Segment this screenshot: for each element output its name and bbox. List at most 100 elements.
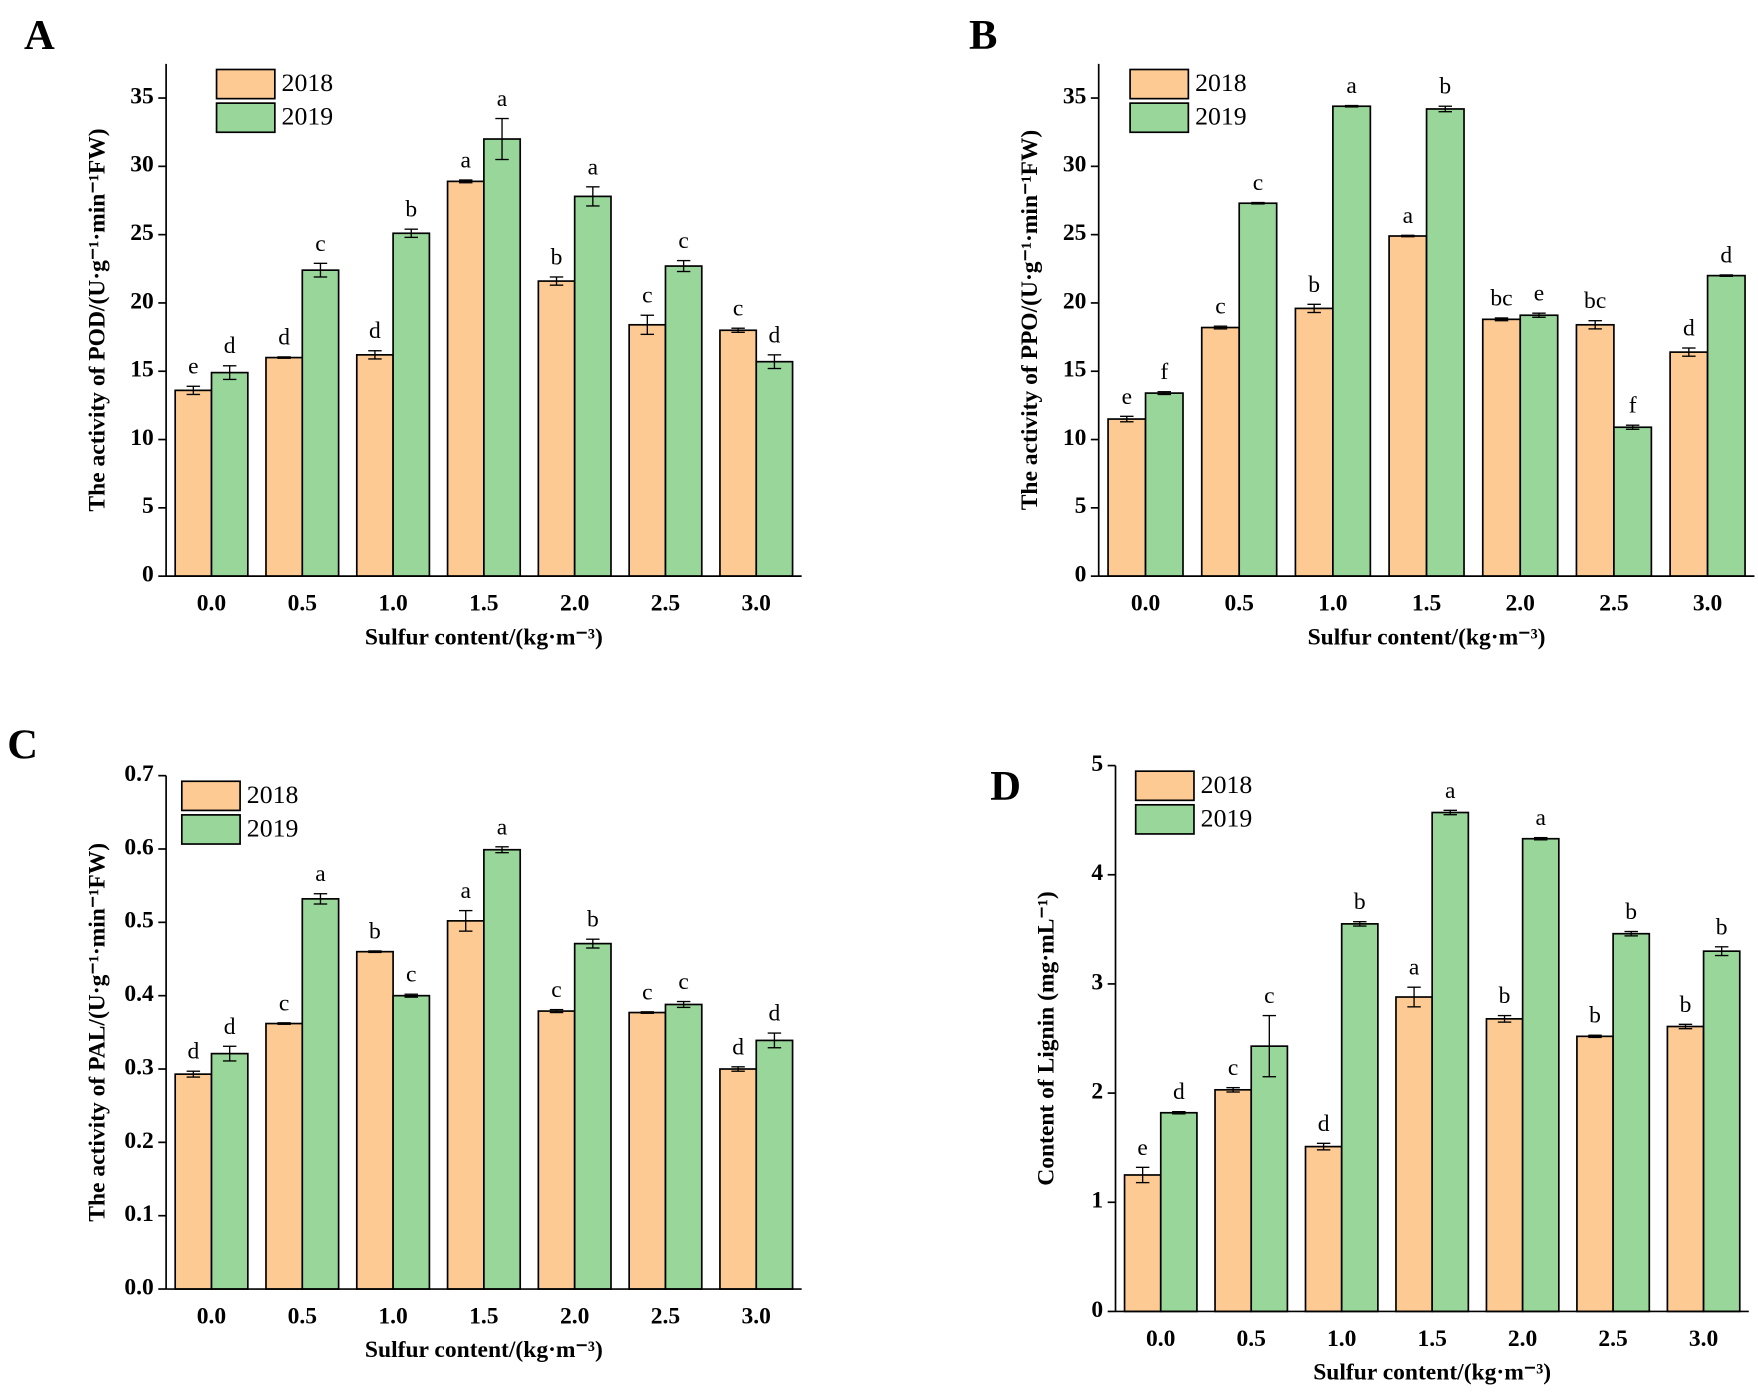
significance-letter: c: [551, 977, 561, 1003]
significance-letter: d: [769, 322, 781, 348]
y-tick-label: 0: [1075, 562, 1087, 588]
error-bar: [1714, 946, 1729, 957]
bar: [392, 232, 431, 577]
bar: [1425, 108, 1465, 577]
bar: [1669, 351, 1709, 577]
error-bar: [313, 893, 328, 905]
bar: [628, 323, 667, 577]
significance-letter: d: [1683, 315, 1695, 341]
significance-letter: c: [279, 990, 289, 1016]
significance-letter: d: [278, 324, 290, 350]
y-tick-label: 10: [130, 425, 154, 451]
bar: [1612, 932, 1651, 1313]
significance-letter: a: [497, 86, 508, 112]
error-bar: [186, 385, 201, 396]
bar: [755, 360, 794, 577]
legend-swatch: [215, 102, 276, 134]
significance-letter: e: [1137, 1135, 1147, 1161]
bar: [1294, 307, 1334, 577]
y-tick-label: 20: [130, 288, 154, 314]
error-bar: [368, 350, 382, 360]
x-tick-label: 2.5: [651, 591, 680, 617]
bar: [1702, 950, 1741, 1313]
significance-letter: b: [369, 918, 381, 944]
x-tick-label: 2.0: [560, 591, 589, 617]
x-tick-label: 1.0: [378, 591, 407, 617]
error-bar: [1532, 312, 1546, 318]
x-axis-label: Sulfur content/(kg·m⁻³): [1313, 1360, 1551, 1386]
x-tick-label: 0.0: [1131, 591, 1160, 617]
bar: [265, 1022, 304, 1290]
significance-letter: a: [1536, 805, 1547, 831]
significance-letter: c: [315, 231, 325, 257]
bar: [1214, 1088, 1253, 1313]
error-bar: [586, 938, 600, 949]
legend-label: 2019: [247, 814, 299, 843]
x-tick-label: 0.0: [197, 1304, 226, 1330]
error-bar: [1213, 325, 1228, 330]
x-tick-label: 3.0: [1689, 1326, 1718, 1352]
y-tick-label: 30: [130, 152, 154, 178]
y-tick-label: 4: [1091, 860, 1103, 886]
bar: [1200, 326, 1241, 577]
bar: [1395, 996, 1434, 1313]
y-tick-label: 3: [1091, 969, 1103, 995]
y-tick-label: 30: [1063, 152, 1087, 178]
error-bar: [1719, 274, 1734, 277]
x-tick-label: 2.5: [651, 1304, 680, 1330]
error-bar: [1588, 1034, 1602, 1039]
bar: [355, 950, 394, 1290]
significance-letter: b: [1716, 914, 1728, 940]
significance-letter: b: [1308, 272, 1320, 298]
x-tick-label: 1.0: [378, 1304, 407, 1330]
x-tick-label: 0.5: [1237, 1326, 1266, 1352]
bar: [628, 1011, 667, 1290]
x-tick-label: 0.0: [1146, 1326, 1175, 1352]
y-tick-label: 0.2: [124, 1128, 153, 1154]
bar: [1666, 1025, 1705, 1313]
error-bar: [640, 314, 655, 336]
error-bar: [404, 228, 418, 239]
x-tick-label: 2.5: [1599, 591, 1628, 617]
error-bar: [1262, 1014, 1277, 1078]
y-tick-label: 0.3: [124, 1054, 153, 1080]
x-tick-label: 0.5: [288, 1304, 317, 1330]
y-tick-label: 25: [130, 220, 154, 246]
x-tick-label: 2.5: [1598, 1326, 1627, 1352]
bar: [1144, 392, 1184, 577]
bar: [1519, 314, 1559, 577]
significance-letter: c: [1264, 983, 1274, 1009]
bar: [1575, 323, 1615, 577]
panel-label: A: [24, 12, 55, 59]
bar: [210, 371, 249, 577]
y-tick-label: 35: [130, 83, 154, 109]
y-tick-label: 0.1: [124, 1201, 153, 1227]
error-bar: [1157, 391, 1171, 396]
error-bar: [1172, 1110, 1186, 1115]
error-bar: [458, 909, 473, 932]
significance-letter: c: [678, 969, 688, 995]
x-tick-label: 1.0: [1318, 591, 1347, 617]
significance-letter: c: [1228, 1055, 1238, 1081]
significance-letter: c: [642, 979, 652, 1005]
significance-letter: a: [497, 814, 508, 840]
legend-label: 2019: [1201, 803, 1253, 832]
significance-letter: bc: [1584, 288, 1606, 314]
significance-letter: c: [678, 228, 688, 254]
error-bar: [1307, 303, 1321, 314]
x-axis-label: Sulfur content/(kg·m⁻³): [1308, 624, 1546, 650]
bar: [1304, 1145, 1343, 1313]
y-axis-label: Content of Lignin (mg·mL⁻¹): [1034, 891, 1060, 1185]
y-tick-label: 1: [1091, 1188, 1103, 1214]
significance-letter: d: [187, 1039, 199, 1065]
y-tick-label: 15: [1063, 357, 1087, 383]
significance-letter: e: [1122, 384, 1132, 410]
error-bar: [640, 1011, 655, 1014]
y-tick-label: 5: [142, 493, 154, 519]
bar: [483, 138, 522, 577]
legend-label: 2019: [282, 102, 334, 131]
error-bar: [1682, 347, 1696, 357]
error-bar: [222, 1045, 237, 1062]
bar: [1107, 418, 1147, 577]
y-tick-label: 15: [130, 357, 154, 383]
